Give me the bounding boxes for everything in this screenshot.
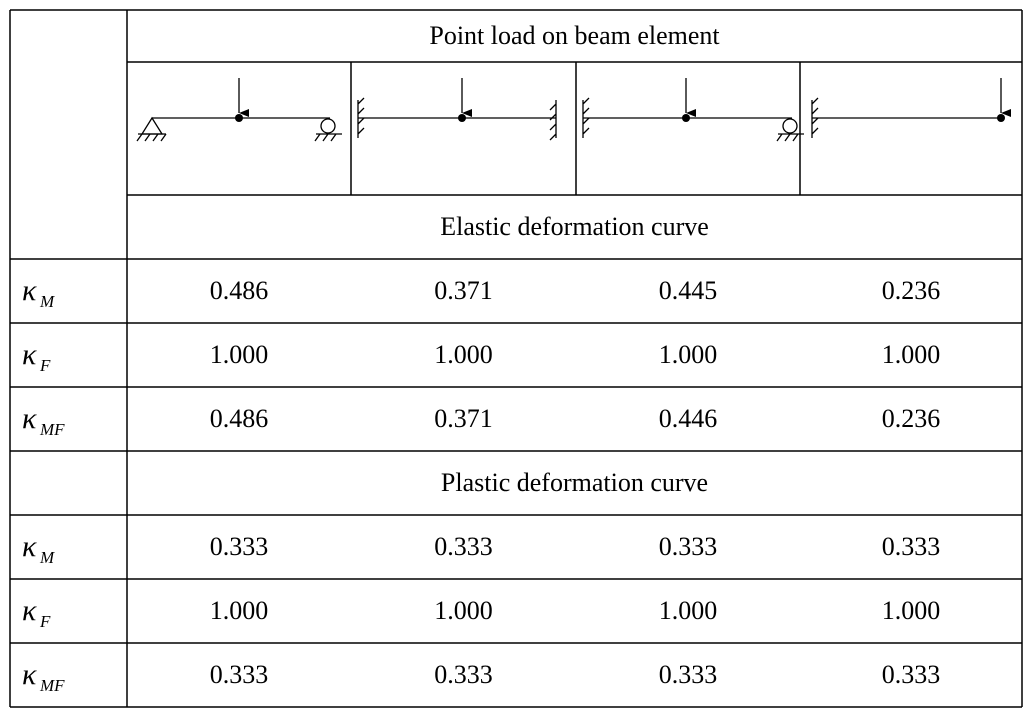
row-subscript: MF [39,676,65,695]
section-heading: Elastic deformation curve [440,212,709,241]
cell-value: 0.333 [210,660,269,689]
cell-value: 0.486 [210,276,269,305]
row-symbol: κ [22,530,37,563]
cell-value: 0.333 [659,532,718,561]
cell-value: 1.000 [659,340,718,369]
row-symbol: κ [22,594,37,627]
row-subscript: M [39,292,55,311]
row-symbol: κ [22,338,37,371]
cell-value: 1.000 [210,340,269,369]
cell-value: 0.446 [659,404,718,433]
cell-value: 0.333 [434,532,493,561]
section-heading: Plastic deformation curve [441,468,708,497]
beam-diagram [811,78,1011,138]
row-symbol: κ [22,402,37,435]
row-subscript: M [39,548,55,567]
cell-value: 0.333 [882,660,941,689]
cell-value: 0.333 [882,532,941,561]
beam-diagram [582,78,804,142]
cell-value: 1.000 [434,340,493,369]
cell-value: 1.000 [434,596,493,625]
row-subscript: MF [39,420,65,439]
cell-value: 0.333 [659,660,718,689]
cell-value: 0.333 [434,660,493,689]
beam-diagram [357,78,557,141]
row-subscript: F [39,612,51,631]
cell-value: 1.000 [882,596,941,625]
cell-value: 1.000 [659,596,718,625]
cell-value: 1.000 [210,596,269,625]
grid [9,9,1023,708]
cell-value: 1.000 [882,340,941,369]
row-symbol: κ [22,274,37,307]
row-symbol: κ [22,658,37,691]
cell-value: 0.371 [434,276,493,305]
table-title: Point load on beam element [429,21,720,50]
cell-value: 0.371 [434,404,493,433]
cell-value: 0.236 [882,404,941,433]
row-subscript: F [39,356,51,375]
cell-value: 0.486 [210,404,269,433]
cell-value: 0.445 [659,276,718,305]
cell-value: 0.236 [882,276,941,305]
cell-value: 0.333 [210,532,269,561]
beam-diagram [136,78,342,142]
